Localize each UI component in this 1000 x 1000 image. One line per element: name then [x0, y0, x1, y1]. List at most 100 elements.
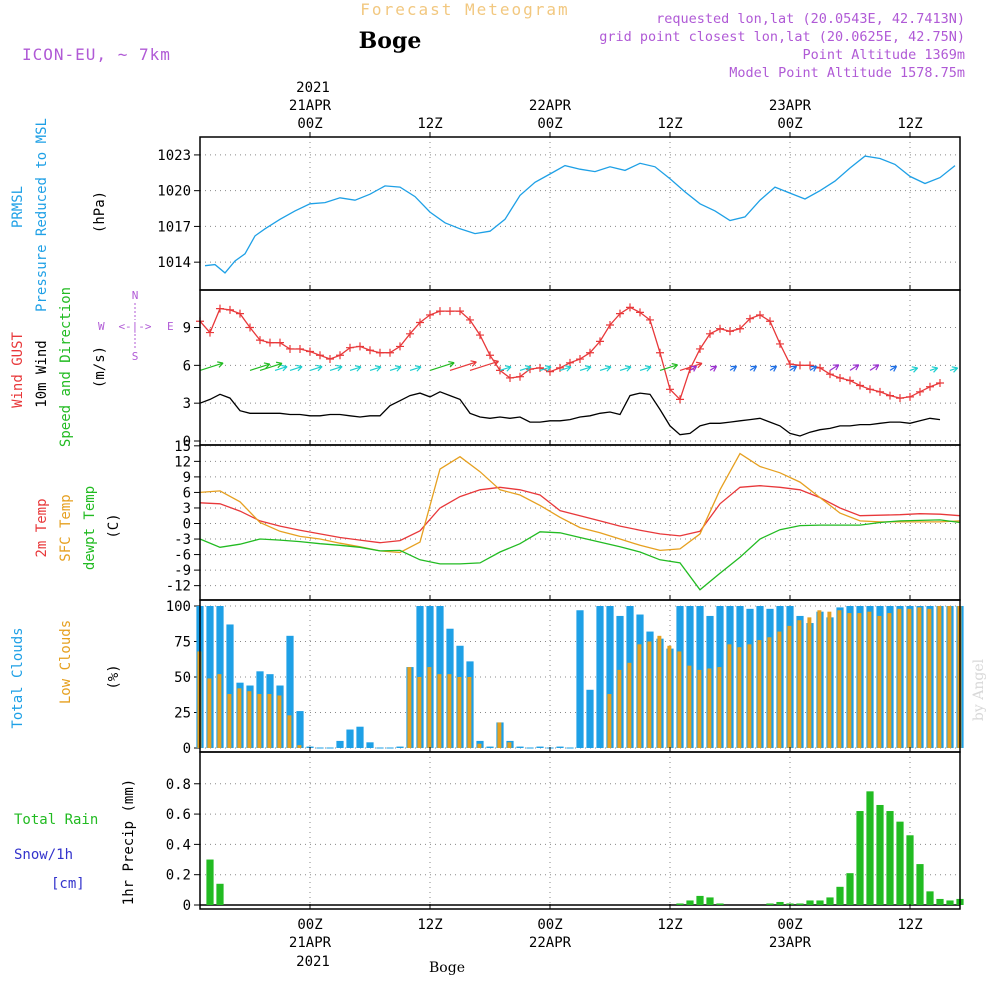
low-cloud-bar	[877, 615, 882, 748]
top-time-label: 12Z	[657, 116, 682, 132]
gust-marker	[896, 394, 904, 403]
gust-marker	[866, 385, 874, 394]
precip-bar	[806, 900, 814, 905]
low-cloud-bar	[267, 694, 272, 748]
ytick-label: -12	[166, 579, 191, 595]
wind-direction-arrow	[809, 365, 818, 372]
precip-bar	[686, 900, 694, 905]
label-snow-1h: Snow/1h	[14, 847, 73, 863]
wind-direction-arrow	[274, 364, 288, 372]
wind-direction-arrow	[349, 365, 362, 372]
top-time-axis: 21APR 00Z 12Z 22APR 00Z 12Z 23APR 00Z 12Z	[289, 98, 923, 137]
gust-marker	[356, 342, 364, 351]
wind-direction-arrow	[259, 361, 283, 371]
compass-n: N	[132, 289, 139, 302]
gust-marker	[716, 324, 724, 333]
low-cloud-bar	[277, 695, 282, 748]
gust-marker	[346, 343, 354, 352]
label-percent-unit: (%)	[106, 664, 122, 689]
gust-marker	[636, 308, 644, 317]
gust-marker	[726, 327, 734, 336]
watermark: by Angel	[971, 658, 987, 721]
wind-direction-arrow	[849, 364, 860, 371]
panel-frame	[199, 751, 961, 910]
total-cloud-bar	[536, 746, 544, 748]
total-cloud-bar	[206, 606, 214, 748]
low-cloud-bar	[927, 608, 932, 748]
precip-bar	[876, 804, 884, 905]
wind-direction-arrow	[909, 366, 919, 373]
wind-direction-arrow	[709, 365, 718, 372]
wind-direction-arrow	[749, 365, 758, 372]
wind-direction-arrow	[829, 364, 840, 371]
low-cloud-bar	[477, 743, 482, 748]
gust-marker	[606, 321, 614, 329]
low-cloud-bar	[787, 625, 792, 748]
requested-lonlat: requested lon,lat (20.0543E, 42.7413N)	[656, 11, 965, 27]
wind-direction-arrow	[499, 365, 512, 372]
ytick-label: 6	[183, 485, 191, 501]
low-cloud-bar	[677, 651, 682, 748]
gust-marker	[506, 373, 514, 382]
2m-temp-line	[199, 485, 961, 544]
top-time-label: 00Z	[537, 116, 562, 132]
gust-marker	[766, 317, 774, 326]
gust-marker	[276, 338, 284, 347]
wind-direction-arrow	[659, 363, 679, 371]
gust-marker	[776, 339, 784, 348]
wind-gust-line	[199, 306, 941, 401]
precip-bar	[676, 903, 684, 905]
precip-bar	[846, 873, 854, 905]
gust-marker	[426, 310, 434, 319]
top-date-label: 21APR	[289, 98, 332, 114]
bottom-time-label: 12Z	[657, 917, 682, 933]
gust-marker	[566, 358, 574, 367]
label-1hr-precip: 1hr Precip (mm)	[121, 779, 137, 905]
wind-direction-arrow	[889, 365, 898, 372]
ytick-label: 3	[183, 396, 191, 412]
low-cloud-bar	[767, 637, 772, 748]
low-cloud-bar	[287, 715, 292, 748]
wind-direction-arrow	[309, 364, 323, 372]
total-cloud-bar	[596, 606, 604, 748]
gust-marker	[236, 309, 244, 318]
low-cloud-bar	[447, 674, 452, 748]
gust-marker	[316, 351, 324, 360]
low-cloud-bar	[637, 644, 642, 748]
top-time-label: 00Z	[297, 116, 322, 132]
ytick-label: 3	[183, 501, 191, 517]
total-cloud-bar	[356, 726, 364, 748]
total-cloud-bar	[486, 746, 494, 748]
low-cloud-bar	[507, 742, 512, 748]
gust-marker	[416, 318, 424, 327]
gust-marker	[366, 346, 374, 355]
gust-marker	[836, 373, 844, 382]
bottom-time-label: 00Z	[297, 917, 322, 933]
low-cloud-bar	[407, 667, 412, 748]
ytick-label: 1014	[157, 255, 191, 271]
total-cloud-bar	[606, 606, 614, 748]
precip-bar	[776, 901, 784, 905]
gust-marker	[336, 351, 344, 360]
gust-marker	[286, 344, 294, 353]
precip-bar	[826, 897, 834, 905]
gust-marker	[296, 344, 304, 353]
ytick-label: 0.8	[166, 777, 191, 793]
sfc-temp-line	[199, 452, 961, 554]
panel-frame	[199, 289, 961, 446]
wind-direction-arrow	[289, 364, 303, 372]
bottom-time-label: 00Z	[537, 917, 562, 933]
gust-marker	[446, 307, 454, 316]
wind-direction-arrow	[559, 365, 572, 372]
wind-direction-arrow	[639, 365, 652, 372]
precip-bar	[706, 897, 714, 905]
low-cloud-bar	[207, 678, 212, 748]
low-cloud-bar	[607, 694, 612, 748]
ytick-label: 100	[166, 599, 191, 615]
bottom-time-axis: 00Z 21APR 12Z 00Z 22APR 12Z 00Z 23APR 12Z	[289, 917, 923, 951]
compass-w: W	[98, 320, 105, 333]
ytick-label: 0	[183, 741, 191, 757]
label-total-clouds: Total Clouds	[10, 627, 26, 728]
